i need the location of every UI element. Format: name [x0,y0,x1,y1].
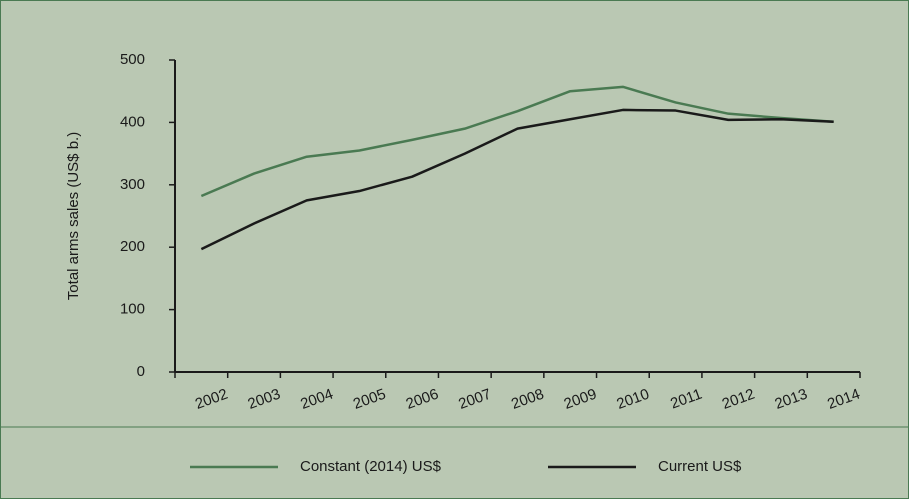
series-line [200,85,834,198]
y-tick-label: 500 [120,51,145,68]
y-tick-label: 200 [120,238,145,255]
y-tick-label: 0 [137,363,145,380]
y-axis-label: Total arms sales (US$ b.) [65,132,82,300]
y-tick-label: 100 [120,301,145,318]
y-tick-label: 400 [120,113,145,130]
legend-label: Current US$ [658,458,742,475]
legend-label: Constant (2014) US$ [300,458,442,475]
series-line [200,108,834,251]
y-tick-label: 300 [120,176,145,193]
